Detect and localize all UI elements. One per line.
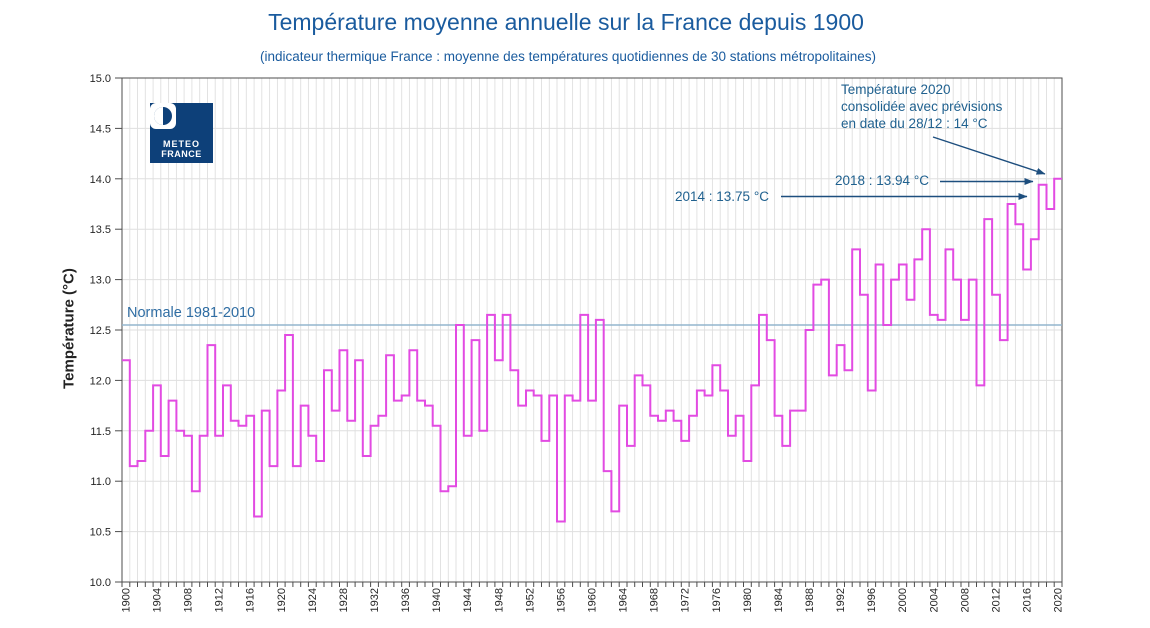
normale-label: Normale 1981-2010: [127, 305, 256, 321]
chart-title: Température moyenne annuelle sur la Fran…: [268, 9, 864, 35]
svg-text:1964: 1964: [618, 588, 630, 612]
annotation-2020-line1: Température 2020: [841, 82, 951, 97]
svg-text:1980: 1980: [742, 588, 754, 612]
annotation-arrows: [781, 136, 1046, 200]
svg-text:2008: 2008: [959, 588, 971, 612]
meteo-france-icon: [150, 103, 213, 137]
svg-text:1908: 1908: [183, 588, 195, 612]
svg-text:11.5: 11.5: [90, 426, 111, 438]
svg-text:1936: 1936: [400, 588, 412, 612]
annotation-2020-line3: en date du 28/12 : 14 °C: [841, 116, 988, 131]
svg-text:1972: 1972: [680, 588, 692, 612]
svg-text:10.0: 10.0: [90, 577, 111, 589]
svg-text:2012: 2012: [991, 588, 1003, 612]
grid-lines: [122, 78, 1062, 582]
svg-text:14.5: 14.5: [90, 123, 111, 135]
svg-text:1916: 1916: [245, 588, 257, 612]
temperature-step-line: [122, 177, 1062, 523]
svg-text:10.5: 10.5: [90, 527, 111, 539]
svg-text:1940: 1940: [431, 588, 443, 612]
annotation-2018: 2018 : 13.94 °C: [835, 173, 929, 188]
annotation-2020: Température 2020 consolidée avec prévisi…: [841, 81, 1002, 132]
svg-text:13.5: 13.5: [90, 224, 111, 236]
svg-text:1948: 1948: [493, 588, 505, 612]
svg-text:1904: 1904: [152, 588, 164, 612]
svg-text:1960: 1960: [587, 588, 599, 612]
annotation-2020-line2: consolidée avec prévisions: [841, 99, 1003, 114]
svg-text:1996: 1996: [866, 588, 878, 612]
annotation-2014: 2014 : 13.75 °C: [675, 189, 769, 204]
svg-text:1932: 1932: [369, 588, 381, 612]
svg-text:12.0: 12.0: [90, 375, 111, 387]
svg-text:1952: 1952: [524, 588, 536, 612]
svg-text:2000: 2000: [897, 588, 909, 612]
svg-text:1976: 1976: [711, 588, 723, 612]
svg-text:15.0: 15.0: [90, 73, 111, 85]
svg-text:2020: 2020: [1053, 588, 1065, 612]
svg-text:2016: 2016: [1022, 588, 1034, 612]
svg-text:14.0: 14.0: [90, 174, 111, 186]
svg-text:1900: 1900: [120, 588, 132, 612]
svg-text:11.0: 11.0: [90, 476, 111, 488]
svg-text:1956: 1956: [555, 588, 567, 612]
svg-text:1984: 1984: [773, 588, 785, 612]
logo-text-france: FRANCE: [161, 149, 202, 159]
logo-text-meteo: METEO: [162, 139, 200, 149]
svg-text:12.5: 12.5: [90, 325, 111, 337]
svg-text:1928: 1928: [338, 588, 350, 612]
chart-subtitle: (indicateur thermique France : moyenne d…: [259, 49, 877, 64]
svg-text:1920: 1920: [276, 588, 288, 612]
x-axis-ticks: [121, 582, 1063, 587]
svg-text:13.0: 13.0: [90, 275, 111, 287]
y-tick-labels: 10.0 10.5 11.0 11.5 12.0 12.5 13.0 13.5 14.0 14.5…: [90, 73, 111, 589]
svg-text:1944: 1944: [462, 588, 474, 612]
y-axis-ticks: [115, 77, 122, 583]
svg-text:1992: 1992: [835, 588, 847, 612]
svg-text:1924: 1924: [307, 588, 319, 612]
x-tick-labels: 1900 1904 1908 1912 1916 1920 1924 1928 1932 1936…: [120, 588, 1064, 612]
svg-text:1912: 1912: [214, 588, 226, 612]
svg-text:2004: 2004: [928, 588, 940, 612]
svg-text:1968: 1968: [649, 588, 661, 612]
meteo-france-logo: METEO FRANCE: [150, 103, 213, 163]
svg-text:1988: 1988: [804, 588, 816, 612]
